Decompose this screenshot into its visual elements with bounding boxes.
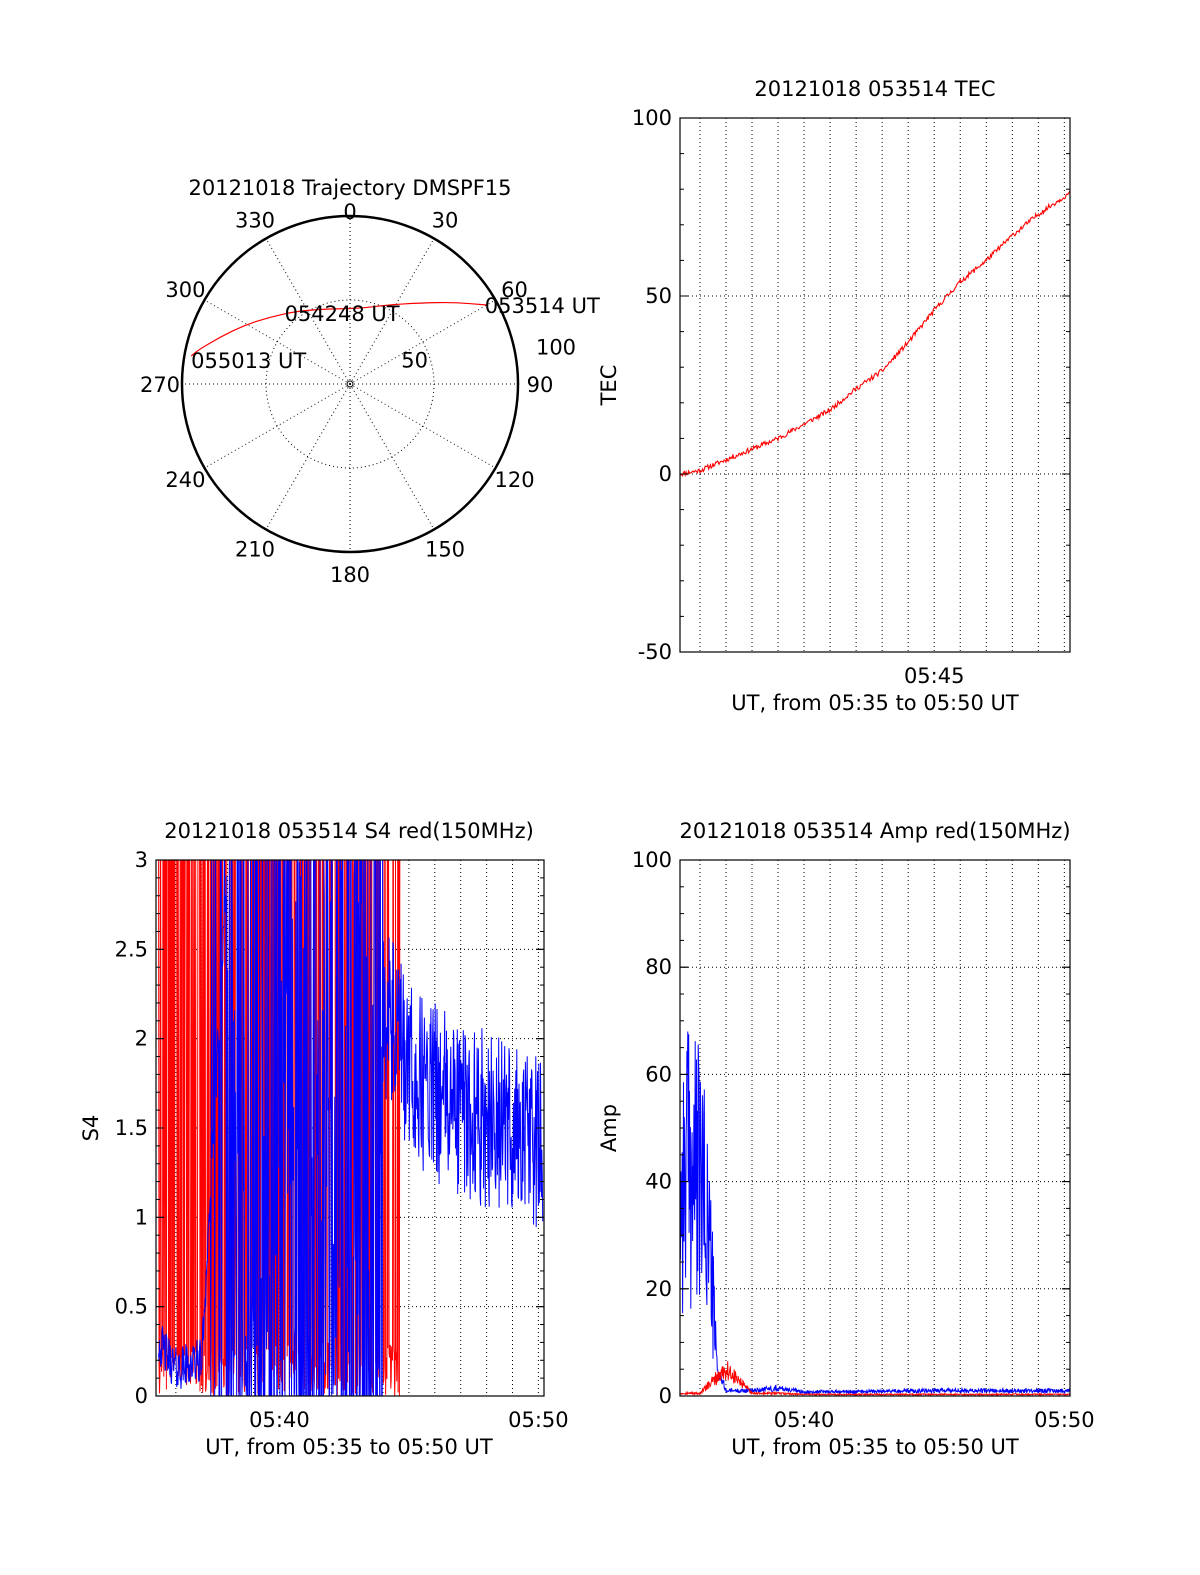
amp-grid	[680, 860, 1070, 1396]
y-tick-label: 40	[645, 1170, 672, 1194]
x-tick-label: 05:45	[904, 664, 965, 688]
amp-line	[679, 1031, 1071, 1396]
y-tick-label: 2	[135, 1027, 148, 1051]
tec-ylabel: TEC	[597, 365, 621, 407]
trajectory-time-label: 054248 UT	[285, 302, 400, 326]
s4-panel: 20121018 053514 S4 red(150MHz) 0 0.5 1 1.5 2…	[79, 819, 569, 1459]
y-tick-label: 80	[645, 955, 672, 979]
trajectory-line	[190, 301, 487, 357]
trajectory-time-label: 053514 UT	[485, 294, 600, 318]
amp-ylabel: Amp	[597, 1104, 621, 1152]
polar-angle-label: 210	[235, 538, 275, 562]
amp-line	[679, 1361, 1071, 1397]
polar-grid	[180, 214, 520, 554]
tec-panel: 20121018 053514 TEC -50 0 50 100 05:45 UT, f…	[597, 77, 1071, 715]
amp-axes: 0 20 40 60 80 100 05:40 05:50	[632, 848, 1095, 1432]
polar-angle-label: 180	[330, 563, 370, 587]
x-tick-label: 05:50	[508, 1408, 569, 1432]
polar-radial-label: 100	[536, 335, 576, 359]
amp-title: 20121018 053514 Amp red(150MHz)	[679, 819, 1070, 843]
s4-series	[158, 859, 544, 1397]
polar-spoke	[349, 383, 496, 469]
amp-series	[679, 1031, 1071, 1397]
y-tick-label: -50	[638, 640, 672, 664]
polar-radial-label: 50	[401, 349, 428, 373]
trajectory-title: 20121018 Trajectory DMSPF15	[188, 176, 511, 200]
s4-title: 20121018 053514 S4 red(150MHz)	[164, 819, 534, 843]
trajectory-track	[190, 301, 487, 357]
y-tick-label: 2.5	[115, 937, 148, 961]
polar-angle-label: 90	[527, 373, 554, 397]
polar-center	[346, 380, 354, 388]
plot-frame	[679, 117, 1071, 653]
polar-angle-label: 30	[432, 208, 459, 232]
tec-xlabel: UT, from 05:35 to 05:50 UT	[731, 691, 1019, 715]
polar-spoke	[265, 383, 351, 530]
y-tick-label: 100	[632, 106, 672, 130]
y-tick-label: 20	[645, 1277, 672, 1301]
polar-spoke	[349, 383, 435, 530]
tec-title: 20121018 053514 TEC	[754, 77, 995, 101]
polar-angle-label: 0	[343, 200, 356, 224]
y-tick-label: 0	[659, 1384, 672, 1408]
polar-angle-label: 60	[501, 278, 528, 302]
polar-angle-label: 300	[165, 278, 205, 302]
y-tick-label: 0.5	[115, 1295, 148, 1319]
polar-angle-label: 270	[140, 373, 180, 397]
s4-ylabel: S4	[79, 1115, 103, 1142]
amp-panel: 20121018 053514 Amp red(150MHz) 0 20 40 60 8…	[597, 819, 1095, 1459]
y-tick-label: 100	[632, 848, 672, 872]
polar-spoke	[349, 299, 496, 385]
y-tick-label: 1.5	[115, 1116, 148, 1140]
polar-angle-label: 330	[235, 208, 275, 232]
s4-axes: 0 0.5 1 1.5 2 2.5 3 05:40 05:50	[115, 848, 569, 1432]
x-tick-label: 05:50	[1034, 1408, 1095, 1432]
x-tick-label: 05:40	[774, 1408, 835, 1432]
trajectory-time-label: 055013 UT	[191, 349, 306, 373]
polar-angle-label: 120	[494, 468, 534, 492]
y-tick-label: 3	[135, 848, 148, 872]
y-tick-label: 60	[645, 1062, 672, 1086]
polar-spoke	[265, 238, 351, 385]
polar-angle-label: 240	[165, 468, 205, 492]
tec-series	[679, 191, 1071, 478]
y-tick-label: 50	[645, 284, 672, 308]
polar-spoke	[349, 238, 435, 385]
polar-spoke	[204, 299, 351, 385]
polar-labels: 0 30 60 90 120 150 180 210 240 270 300 330 50 100 0535…	[140, 200, 600, 587]
tec-grid	[680, 118, 1070, 652]
tec-axes: -50 0 50 100 05:45	[632, 106, 1071, 688]
amp-xlabel: UT, from 05:35 to 05:50 UT	[731, 1435, 1019, 1459]
y-tick-label: 0	[659, 462, 672, 486]
s4-xlabel: UT, from 05:35 to 05:50 UT	[205, 1435, 493, 1459]
trajectory-panel: 20121018 Trajectory DMSPF15 0 30 60 90 120 15…	[140, 176, 600, 587]
x-tick-label: 05:40	[249, 1408, 310, 1432]
tec-line	[679, 191, 1071, 478]
plot-frame	[679, 859, 1071, 1397]
y-tick-label: 0	[135, 1384, 148, 1408]
polar-outer-circle	[180, 214, 520, 554]
y-tick-label: 1	[135, 1205, 148, 1229]
polar-spoke	[204, 383, 351, 469]
polar-angle-label: 150	[425, 538, 465, 562]
